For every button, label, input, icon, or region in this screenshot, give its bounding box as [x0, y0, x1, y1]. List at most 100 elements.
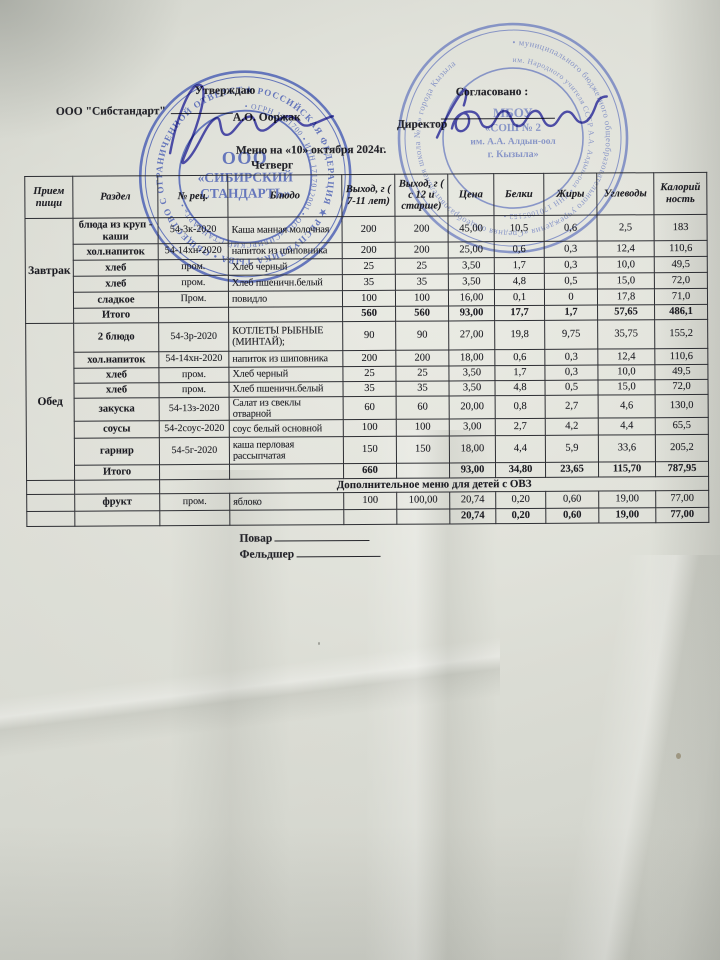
table-cell: 93,00	[448, 305, 495, 321]
table-cell: хлеб	[74, 382, 160, 399]
school-round-stamp: • муниципального бюджетного общеобразова…	[397, 22, 629, 254]
table-cell: закуска	[74, 397, 160, 422]
feldsher-blank-line	[296, 546, 381, 558]
table-cell: 3,50	[448, 380, 496, 396]
cook-label: Повар	[239, 532, 273, 545]
table-cell: повидло	[228, 290, 343, 308]
column-header: Калорий ность	[653, 172, 707, 215]
table-cell: 35	[395, 273, 449, 291]
table-cell: фрукт	[74, 493, 160, 512]
table-cell: 25	[342, 366, 396, 382]
table-cell: 25	[342, 258, 396, 275]
table-cell: 100	[343, 492, 397, 510]
menu-table: Прием пищи Раздел № рец. Блюдо Выход, г ( 7-…	[24, 172, 709, 527]
table-row: Обед 2 блюдо 54-3р-2020 КОТЛЕТЫ РЫБНЫЕ (МИН…	[25, 319, 708, 481]
table-cell: 115,70	[598, 461, 656, 478]
table-cell: 34,80	[495, 462, 546, 478]
table-cell: 3,50	[448, 257, 495, 274]
table-cell: сладкое	[73, 291, 159, 309]
table-cell: Хлеб пшеничн.белый	[228, 274, 343, 292]
table-cell: 17,8	[597, 288, 655, 306]
table-cell: 100	[395, 289, 449, 307]
table-cell: 20,00	[449, 395, 496, 419]
table-cell: 2,5	[596, 214, 655, 242]
stamp-center-text: г. Кызыла»	[488, 149, 539, 160]
table-cell: хлеб	[73, 367, 160, 384]
table-cell: Итого	[74, 464, 160, 481]
table-cell: 19,00	[598, 490, 656, 509]
table-cell: 65,5	[655, 417, 709, 435]
table-cell	[396, 508, 450, 525]
table-cell: 57,65	[597, 304, 655, 321]
table-cell: 54-5г-2020	[159, 437, 230, 465]
table-cell: 49,5	[654, 364, 708, 380]
table-cell	[158, 307, 229, 323]
table-cell: 200	[394, 215, 449, 243]
table-cell: напиток из шиповника	[228, 350, 343, 368]
table-cell: 130,0	[655, 394, 709, 418]
table-cell: 10,5	[493, 215, 545, 242]
table-cell: 45,00	[447, 215, 495, 242]
table-cell: Итого	[73, 307, 159, 324]
table-cell: 183	[653, 214, 708, 241]
column-header: Блюдо	[227, 174, 342, 218]
table-cell: 0,5	[544, 380, 599, 396]
table-cell: 2,7	[495, 418, 546, 436]
table-cell: 787,95	[655, 461, 709, 477]
table-cell: 12,4	[597, 240, 655, 258]
column-header: Жиры	[543, 173, 597, 216]
table-cell: 77,00	[655, 490, 709, 508]
table-cell: 100	[343, 419, 397, 437]
table-cell: 100	[342, 290, 396, 307]
column-header: Раздел	[72, 175, 158, 219]
table-cell	[396, 462, 450, 479]
table-cell: 18,00	[448, 349, 495, 366]
table-cell: 20,74	[449, 491, 496, 509]
table-cell: 660	[343, 463, 397, 479]
table-cell: 60	[396, 395, 450, 420]
table-cell: 54-3р-2020	[158, 322, 229, 352]
table-cell: Салат из свеклы отварной	[229, 396, 344, 421]
table-cell: хлеб	[73, 259, 159, 277]
table-cell: 54-14хн-2020	[158, 243, 229, 260]
column-header: № рец.	[157, 175, 228, 218]
table-cell: 35	[395, 380, 450, 397]
table-cell: 150	[343, 436, 397, 464]
table-cell: 200	[395, 241, 449, 259]
table-cell: 19,00	[598, 507, 656, 524]
table-cell: 2 блюдо	[73, 322, 159, 353]
table-cell: 110,6	[654, 240, 708, 257]
table-cell: Пром.	[158, 291, 229, 308]
table-cell: 100,00	[396, 491, 450, 510]
table-cell: 35,75	[597, 319, 655, 350]
table-cell: 25,00	[448, 241, 495, 258]
table-cell: 35	[342, 381, 397, 397]
table-cell: яблоко	[229, 492, 344, 511]
table-cell: 486,1	[654, 304, 708, 320]
table-cell: 90	[342, 321, 396, 351]
table-cell: соус белый основной	[229, 419, 344, 438]
table-cell: 0,60	[545, 491, 599, 509]
table-cell: 560	[342, 306, 396, 322]
table-cell: 72,0	[654, 379, 709, 395]
table-cell: 33,6	[598, 434, 656, 463]
table-cell: Хлеб пшеничн.белый	[229, 381, 344, 398]
table-cell: пром.	[158, 367, 230, 383]
table-cell: 0,1	[494, 289, 545, 306]
table-header-row: Прием пищи Раздел № рец. Блюдо Выход, г ( 7-…	[24, 172, 707, 219]
table-cell: 71,0	[654, 288, 708, 305]
table-cell: 35	[342, 274, 396, 291]
table-cell: 2,7	[545, 395, 599, 419]
table-cell: 17,7	[494, 305, 545, 321]
table-cell	[26, 494, 75, 512]
table-cell	[229, 509, 344, 526]
table-cell: хол.напиток	[73, 351, 159, 369]
stamp-center-text: МБОУ	[493, 105, 533, 120]
table-cell: 23,65	[545, 462, 599, 478]
table-cell: пром.	[159, 493, 230, 511]
table-cell: 0,6	[494, 241, 545, 258]
table-cell: 4,8	[494, 380, 546, 396]
table-cell: 200	[395, 349, 449, 367]
table-cell: КОТЛЕТЫ РЫБНЫЕ (МИНТАЙ);	[228, 321, 343, 352]
table-cell: Хлеб черный	[228, 366, 343, 383]
